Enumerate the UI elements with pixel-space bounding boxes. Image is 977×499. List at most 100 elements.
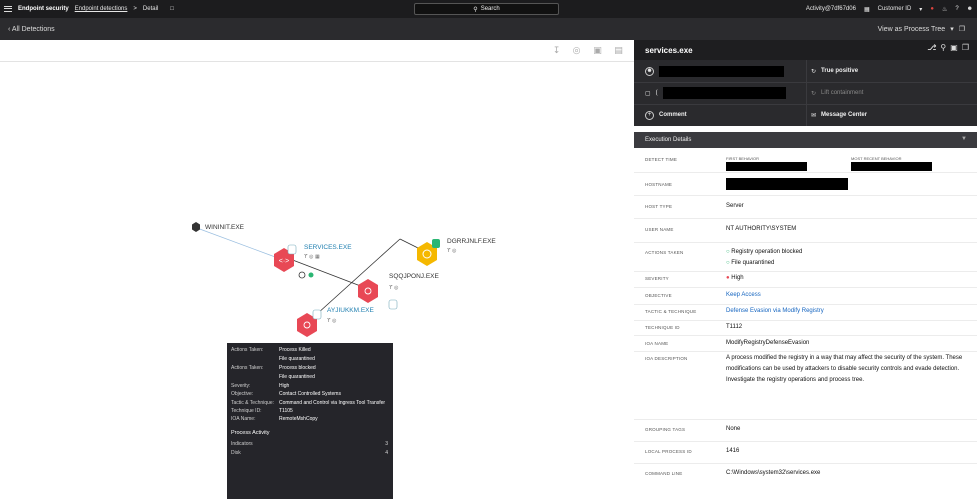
host-field: ▢ ( xyxy=(645,82,786,104)
tooltip-key: Technique ID: xyxy=(231,408,262,414)
technique-link[interactable]: Modify Registry xyxy=(782,308,824,314)
containment-icon: ↻ xyxy=(811,90,817,97)
chevron-down-icon[interactable]: ▾ xyxy=(919,6,923,13)
redacted-value xyxy=(726,162,807,171)
falcon-logo-icon[interactable]: ● xyxy=(930,6,934,12)
canvas-toolbar: ↧ ◎ ▣ ▤ xyxy=(0,40,634,62)
detail-row-tactic: TACTIC & TECHNIQUE Defense Evasion via M… xyxy=(634,305,977,321)
severity-value: High xyxy=(731,275,744,281)
detail-row-local-pid: LOCAL PROCESS ID 1416 xyxy=(634,442,977,464)
detail-row-ioa-name: IOA NAME ModifyRegistryDefenseEvasion xyxy=(634,336,977,352)
search-bar[interactable]: ⚲ Search xyxy=(414,3,559,15)
node-tooltip: Actions Taken: Process Killed File quaran… xyxy=(227,343,393,499)
node-ayjiukkm-icon xyxy=(297,313,317,337)
redacted-host xyxy=(662,87,786,99)
tooltip-key: Actions Taken: xyxy=(231,365,264,371)
export-icon[interactable]: ▤ xyxy=(614,45,623,55)
shield-badge-icon xyxy=(388,299,398,310)
tooltip-key: Objective: xyxy=(231,391,254,397)
view-as-dropdown[interactable]: View as Process Tree xyxy=(877,25,946,33)
edge-ayjiukkm-branch xyxy=(306,238,401,324)
lift-containment-button[interactable]: ↻ Lift containment xyxy=(811,82,863,104)
breadcrumb-link[interactable]: Endpoint detections xyxy=(74,6,128,12)
svg-text:<·>: <·> xyxy=(279,258,290,265)
detail-row-grouping-tags: GROUPING TAGS None xyxy=(634,420,977,442)
shield-badge-icon xyxy=(312,309,322,320)
network-icon[interactable]: ⎇ xyxy=(927,43,937,52)
customer-id[interactable]: Customer ID xyxy=(877,6,912,12)
menu-icon[interactable] xyxy=(4,6,12,12)
tooltip-value: High xyxy=(279,383,290,389)
severity-dot-icon: ● xyxy=(726,275,730,281)
user-icon[interactable]: ☻ xyxy=(966,6,973,12)
execution-details-header[interactable]: Execution Details ▼ xyxy=(634,132,977,148)
chevron-down-icon[interactable]: ▼ xyxy=(961,136,967,142)
zoom-icon[interactable]: ⚲ xyxy=(940,43,947,52)
detail-key: ACTIONS TAKEN xyxy=(645,250,684,255)
edge-wininit-services xyxy=(196,227,287,262)
message-center-button[interactable]: ✉ Message Center xyxy=(811,104,867,126)
tooltip-count-key: Disk xyxy=(231,450,241,456)
help-icon[interactable]: ? xyxy=(955,6,959,12)
copy-icon[interactable]: ❐ xyxy=(961,43,969,52)
detail-key: TECHNIQUE ID xyxy=(645,325,680,330)
section-title: Execution Details xyxy=(645,137,692,143)
redacted-value xyxy=(851,162,932,171)
panel-title: services.exe xyxy=(645,45,693,55)
svg-text:ϒ ◎ ▦: ϒ ◎ ▦ xyxy=(304,254,320,260)
user-icon: ☻ xyxy=(645,66,654,76)
eye-icon[interactable]: ◎ xyxy=(572,45,581,55)
chart-icon[interactable]: ▣ xyxy=(950,43,958,52)
node-label-ayjiukkm[interactable]: AYJIUKKM.EXE xyxy=(327,307,374,314)
detail-value: Defense Evasion via Modify Registry xyxy=(726,308,824,314)
detail-value: Server xyxy=(726,203,744,209)
calendar-icon[interactable]: ▦ xyxy=(863,6,870,13)
node-label-dgrrjnlf[interactable]: DGRRJNLF.EXE xyxy=(447,238,496,245)
bell-icon[interactable]: ♨ xyxy=(941,6,948,13)
details-list: DETECT TIME FIRST BEHAVIOR MOST RECENT B… xyxy=(634,148,977,486)
detail-value: ● High xyxy=(726,275,744,281)
back-label: All Detections xyxy=(11,25,55,33)
host-prefix: ( xyxy=(655,90,658,96)
node-label-wininit[interactable]: WININIT.EXE xyxy=(205,224,245,231)
node-label-services[interactable]: SERVICES.EXE xyxy=(304,244,352,251)
detail-value: ModifyRegistryDefenseEvasion xyxy=(726,340,810,346)
download-icon[interactable]: ↧ xyxy=(552,45,561,55)
divider xyxy=(634,104,977,105)
panel-actions: ☻ ↻ True positive ▢ ( ↻ Lift containment… xyxy=(634,60,977,126)
detail-value: T1112 xyxy=(726,324,743,330)
detail-value: Keep Access xyxy=(726,292,761,298)
copy-icon[interactable]: ❐ xyxy=(958,26,965,33)
detail-value: ○ File quarantined xyxy=(726,260,775,266)
node-label-sqqjponj[interactable]: SQQJPONJ.EXE xyxy=(389,273,439,280)
detail-subkey: FIRST BEHAVIOR xyxy=(726,156,759,161)
message-center-label: Message Center xyxy=(821,112,868,118)
tooltip-key: Actions Taken: xyxy=(231,347,264,353)
comment-button[interactable]: + Comment xyxy=(645,104,687,126)
app-name[interactable]: Endpoint security xyxy=(18,6,69,12)
image-icon[interactable]: ▣ xyxy=(593,45,602,55)
computer-icon: ▢ xyxy=(645,90,651,97)
back-to-detections[interactable]: ‹ All Detections xyxy=(8,25,55,33)
shield-badge-icon xyxy=(432,239,440,248)
detail-subkey: MOST RECENT BEHAVIOR xyxy=(851,156,902,161)
detail-value: C:\Windows\system32\services.exe xyxy=(726,470,821,476)
shield-badge-icon xyxy=(287,244,297,255)
detail-row-hostname: HOSTNAME xyxy=(634,173,977,196)
objective-link[interactable]: Keep Access xyxy=(726,292,761,298)
count-badge-icon xyxy=(308,272,314,278)
process-tree-canvas[interactable]: ↧ ◎ ▣ ▤ <·> ϒ ◎ ▦ ϒ ◎ ϒ ◎ ϒ ◎ WININIT.EX xyxy=(0,40,634,499)
tactic-link[interactable]: Defense Evasion xyxy=(726,308,772,314)
account-name[interactable]: Activity@7df67d06 xyxy=(805,6,856,12)
tooltip-count-key: Indicators xyxy=(231,441,253,447)
detail-row-command-line: COMMAND LINE C:\Windows\system32\service… xyxy=(634,464,977,486)
bookmark-icon[interactable]: □ xyxy=(170,6,174,12)
detail-value: A process modified the registry in a way… xyxy=(726,355,963,383)
breadcrumb-separator: > xyxy=(133,6,137,12)
chevron-down-icon[interactable]: ▾ xyxy=(950,26,954,33)
true-positive-button[interactable]: ↻ True positive xyxy=(811,60,858,82)
detail-row-user-name: USER NAME NT AUTHORITY\SYSTEM xyxy=(634,219,977,243)
tooltip-section-title: Process Activity xyxy=(231,430,270,436)
node-sqqjponj-icon xyxy=(358,279,378,303)
detail-row-detect-time: DETECT TIME FIRST BEHAVIOR MOST RECENT B… xyxy=(634,148,977,173)
